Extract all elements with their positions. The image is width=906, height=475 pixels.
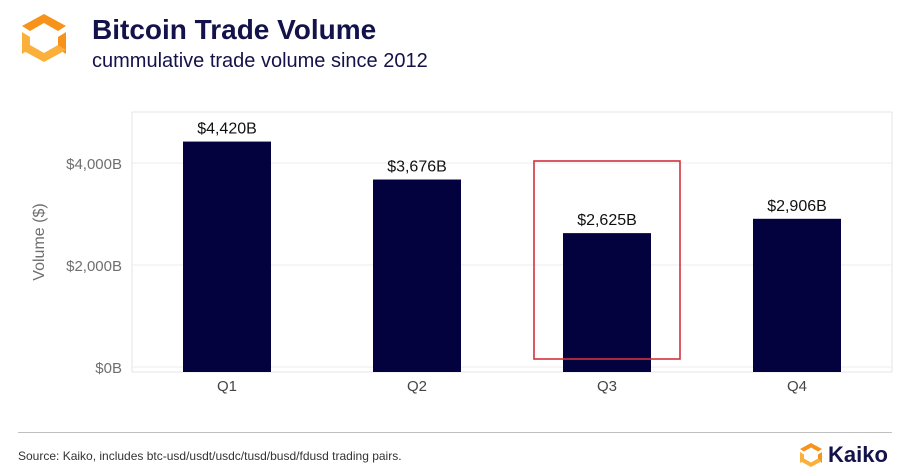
q3-highlight-box <box>533 160 681 360</box>
bar-q1 <box>183 141 271 372</box>
y-tick-label: $4,000B <box>66 156 122 173</box>
data-label-q3: $2,625B <box>577 212 637 229</box>
x-tick-label: Q3 <box>597 378 617 395</box>
kaiko-brand-icon <box>800 443 822 467</box>
x-tick-label: Q4 <box>787 378 807 395</box>
x-axis-ticks: Q1 Q2 Q3 Q4 <box>217 378 807 395</box>
bar-q2 <box>373 179 461 372</box>
kaiko-logo-icon <box>22 14 66 62</box>
bar-q4 <box>753 218 841 372</box>
data-label-q1: $4,420B <box>197 121 257 138</box>
x-tick-label: Q1 <box>217 378 237 395</box>
y-tick-label: $2,000B <box>66 258 122 275</box>
data-labels: $4,420B $3,676B $2,625B $2,906B <box>197 121 827 230</box>
brand-name: Kaiko <box>828 442 888 467</box>
bar-chart: $4,420B$3,676B$2,625B$2,906B $0B$2,000B$… <box>31 111 893 395</box>
data-label-q4: $2,906B <box>767 198 827 215</box>
chart-title: Bitcoin Trade Volume <box>92 14 377 45</box>
source-note: Source: Kaiko, includes btc-usd/usdt/usd… <box>18 449 402 463</box>
footer-divider <box>18 432 892 433</box>
bar-q3 <box>563 233 651 372</box>
y-tick-label: $0B <box>95 360 122 377</box>
bars <box>183 141 841 372</box>
x-tick-label: Q2 <box>407 378 427 395</box>
data-label-q2: $3,676B <box>387 159 447 176</box>
y-axis-label: Volume ($) <box>31 203 48 280</box>
y-axis-ticks: $0B $2,000B $4,000B <box>66 156 122 377</box>
footer-brand: Kaiko <box>798 440 888 470</box>
chart-subtitle: cummulative trade volume since 2012 <box>92 50 428 72</box>
